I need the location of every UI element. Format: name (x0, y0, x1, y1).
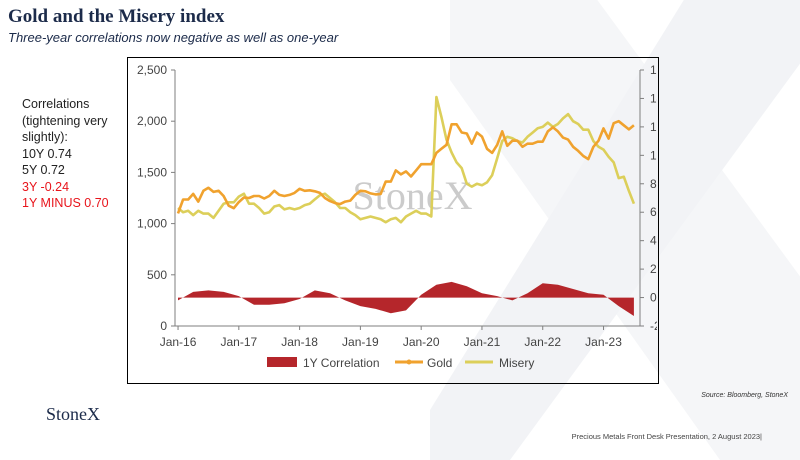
x-tick-label: Jan-22 (524, 335, 561, 349)
legend-swatch-correlation (267, 357, 297, 367)
legend-label-misery: Misery (499, 356, 534, 370)
x-tick-label: Jan-18 (281, 335, 318, 349)
legend-label-gold: Gold (427, 356, 452, 370)
correlations-header-line: slightly): (22, 130, 68, 144)
source-note: Source: Bloomberg, StoneX (701, 392, 788, 399)
x-tick-label: Jan-23 (585, 335, 622, 349)
slide-title: Gold and the Misery index (8, 6, 225, 27)
right-tick-label: 10 (650, 148, 657, 162)
left-tick-label: 1,000 (137, 217, 167, 231)
right-tick-label: 14 (650, 91, 657, 105)
chart-frame (127, 57, 659, 384)
background-x-watermark (430, 0, 800, 460)
stonex-logo: StoneX (46, 404, 100, 424)
slide-subtitle: Three-year correlations now negative as … (8, 30, 339, 45)
left-tick-label: 0 (160, 319, 167, 333)
correlations-header-line: (tightening very (22, 113, 108, 128)
correlations-note: Correlations (tightening very slightly):… (22, 96, 132, 212)
right-tick-label: 2 (650, 262, 657, 276)
left-tick-label: 2,000 (137, 114, 167, 128)
series-gold-line (176, 119, 635, 214)
correlation-1y: 1Y MINUS 0.70 (22, 196, 109, 210)
left-tick-label: 1,500 (137, 165, 167, 179)
x-tick-label: Jan-19 (342, 335, 379, 349)
right-tick-label: 0 (650, 291, 657, 305)
x-tick-label: Jan-20 (403, 335, 440, 349)
right-tick-label: 12 (650, 120, 657, 134)
legend-marker-gold (406, 359, 412, 365)
x-tick-label: Jan-16 (160, 335, 197, 349)
right-tick-label: 8 (650, 177, 657, 191)
series-misery-line (177, 95, 636, 224)
chart-watermark: StoneX (353, 173, 473, 218)
right-tick-label: 6 (650, 205, 657, 219)
left-tick-label: 2,500 (137, 63, 167, 77)
right-tick-label: -2 (650, 319, 657, 333)
footer-text: Precious Metals Front Desk Presentation,… (571, 432, 762, 441)
right-tick-label: 16 (650, 63, 657, 77)
correlation-3y: 3Y -0.24 (22, 179, 70, 194)
x-tick-label: Jan-17 (220, 335, 257, 349)
correlation-10y: 10Y 0.74 (22, 146, 72, 161)
right-tick-label: 4 (650, 234, 657, 248)
x-tick-label: Jan-21 (464, 335, 501, 349)
series-correlation-area (178, 281, 634, 316)
correlations-header-line: Correlations (22, 97, 90, 111)
gold-misery-chart: 0 500 1,000 1,500 2,000 2,500 -2 0 2 4 6 8 10 12 14 16 J… (137, 63, 657, 370)
left-tick-label: 500 (147, 268, 167, 282)
correlation-5y: 5Y 0.72 (22, 163, 65, 177)
legend-label-correlation: 1Y Correlation (303, 356, 380, 370)
